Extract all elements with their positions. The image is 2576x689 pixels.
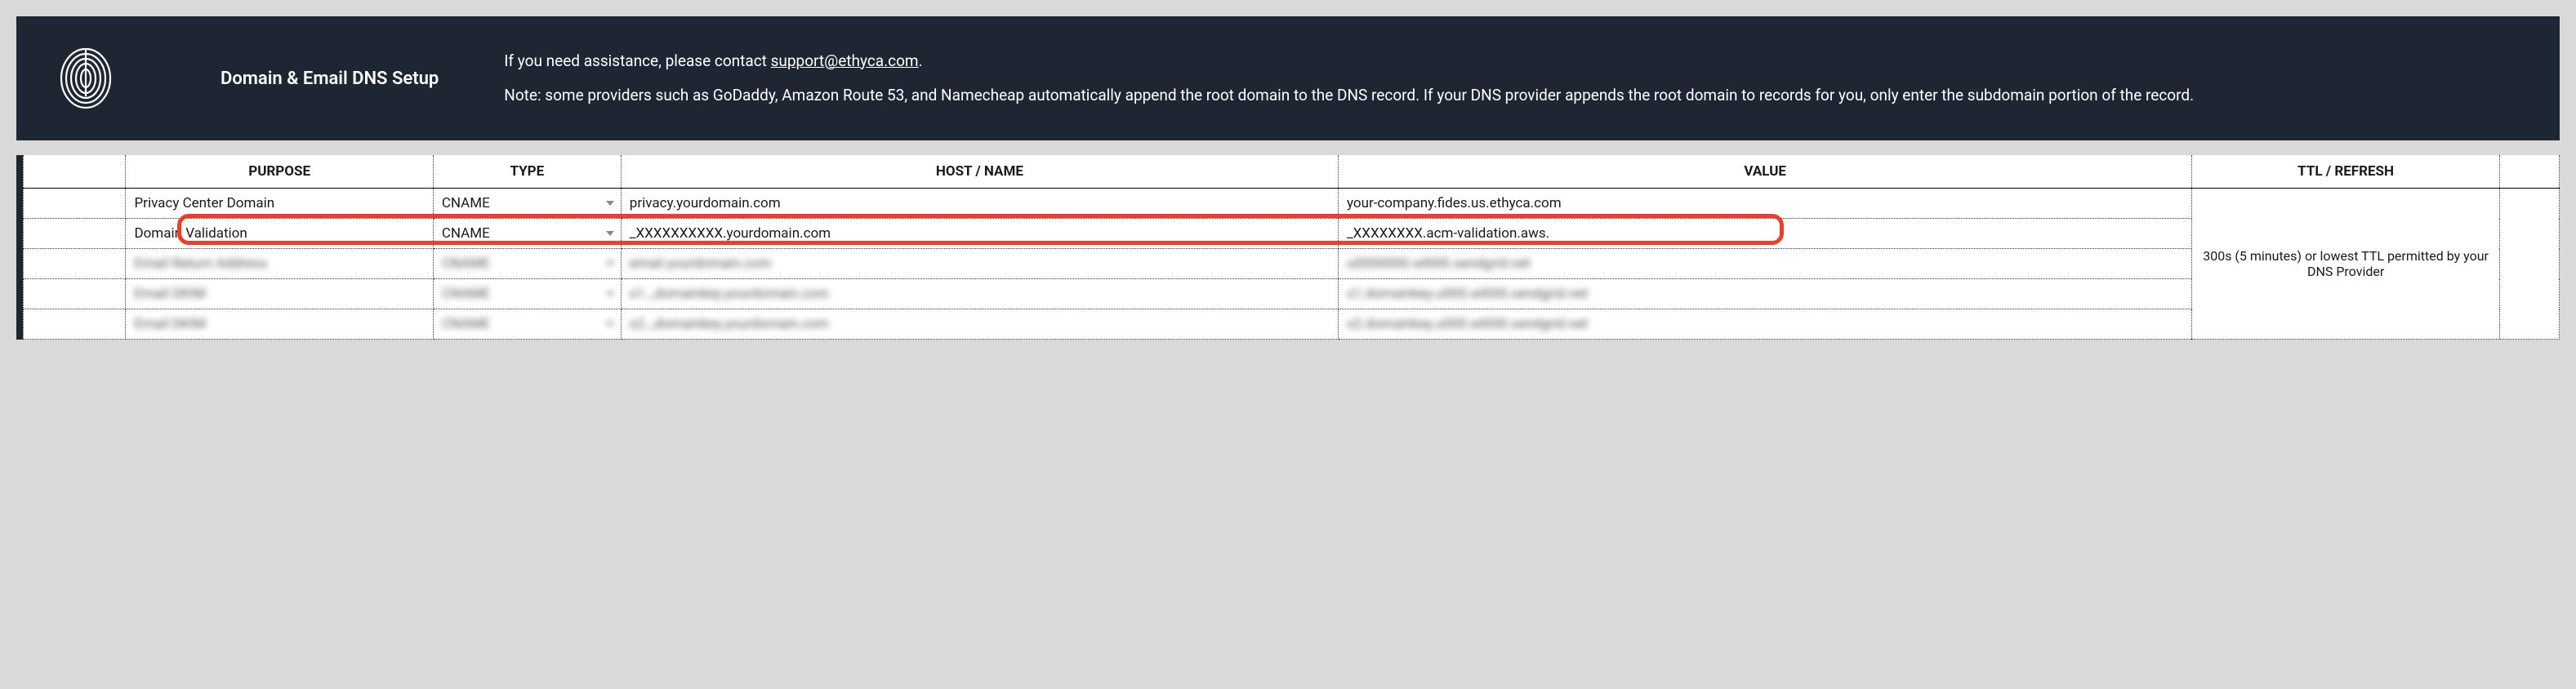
support-email-link[interactable]: support@ethyca.com xyxy=(771,51,919,70)
cell-value: s1.domainkey.u000.wl000.sendgrid.net xyxy=(1338,279,2191,309)
col-ttl: TTL / REFRESH xyxy=(2192,155,2499,189)
cell-gutter xyxy=(24,309,126,340)
page-title: Domain & Email DNS Setup xyxy=(221,69,439,89)
cell-type[interactable]: CNAME xyxy=(433,219,621,249)
header-left: Domain & Email DNS Setup xyxy=(57,46,439,111)
assist-prefix: If you need assistance, please contact xyxy=(504,51,770,70)
assist-suffix: . xyxy=(919,51,923,70)
cell-value: _XXXXXXXX.acm-validation.aws. xyxy=(1338,219,2191,249)
col-value: VALUE xyxy=(1338,155,2191,189)
table-row: Email DKIMCNAMEs2._domainkey.yourdomain.… xyxy=(24,309,2560,340)
cell-type[interactable]: CNAME xyxy=(433,279,621,309)
col-type: TYPE xyxy=(433,155,621,189)
table-row: Domain ValidationCNAME_XXXXXXXXXX.yourdo… xyxy=(24,219,2560,249)
cell-host: email.yourdomain.com xyxy=(621,249,1338,279)
assistance-text: If you need assistance, please contact s… xyxy=(504,50,2519,73)
header-panel: Domain & Email DNS Setup If you need ass… xyxy=(16,16,2560,140)
chevron-down-icon xyxy=(606,201,614,206)
note-text: Note: some providers such as GoDaddy, Am… xyxy=(504,84,2519,108)
chevron-down-icon xyxy=(606,291,614,296)
col-end xyxy=(2499,155,2559,189)
cell-value: your-company.fides.us.ethyca.com xyxy=(1338,189,2191,219)
table-header-row: PURPOSE TYPE HOST / NAME VALUE TTL / REF… xyxy=(24,155,2560,189)
cell-gutter xyxy=(24,189,126,219)
cell-gutter xyxy=(24,279,126,309)
cell-value: s2.domainkey.u000.wl000.sendgrid.net xyxy=(1338,309,2191,340)
cell-purpose: Domain Validation xyxy=(126,219,433,249)
cell-purpose: Privacy Center Domain xyxy=(126,189,433,219)
cell-value: u0000000.wl000.sendgrid.net xyxy=(1338,249,2191,279)
table-row: Email DKIMCNAMEs1._domainkey.yourdomain.… xyxy=(24,279,2560,309)
table-row: Privacy Center DomainCNAMEprivacy.yourdo… xyxy=(24,189,2560,219)
cell-purpose: Email DKIM xyxy=(126,309,433,340)
dns-table: PURPOSE TYPE HOST / NAME VALUE TTL / REF… xyxy=(23,155,2560,340)
chevron-down-icon xyxy=(606,322,614,327)
col-host: HOST / NAME xyxy=(621,155,1338,189)
chevron-down-icon xyxy=(606,231,614,236)
cell-host: s2._domainkey.yourdomain.com xyxy=(621,309,1338,340)
cell-host: privacy.yourdomain.com xyxy=(621,189,1338,219)
col-gutter xyxy=(24,155,126,189)
cell-host: s1._domainkey.yourdomain.com xyxy=(621,279,1338,309)
col-purpose: PURPOSE xyxy=(126,155,433,189)
cell-type[interactable]: CNAME xyxy=(433,309,621,340)
header-info: If you need assistance, please contact s… xyxy=(504,50,2519,108)
cell-host: _XXXXXXXXXX.yourdomain.com xyxy=(621,219,1338,249)
cell-gutter xyxy=(24,249,126,279)
cell-type[interactable]: CNAME xyxy=(433,189,621,219)
table-row: Email Return AddressCNAMEemail.yourdomai… xyxy=(24,249,2560,279)
cell-gutter xyxy=(24,219,126,249)
fingerprint-icon xyxy=(57,46,114,111)
cell-purpose: Email DKIM xyxy=(126,279,433,309)
cell-purpose: Email Return Address xyxy=(126,249,433,279)
chevron-down-icon xyxy=(606,261,614,266)
cell-ttl: 300s (5 minutes) or lowest TTL permitted… xyxy=(2192,189,2499,340)
cell-end xyxy=(2499,189,2559,340)
dns-table-area: PURPOSE TYPE HOST / NAME VALUE TTL / REF… xyxy=(16,155,2560,340)
cell-type[interactable]: CNAME xyxy=(433,249,621,279)
